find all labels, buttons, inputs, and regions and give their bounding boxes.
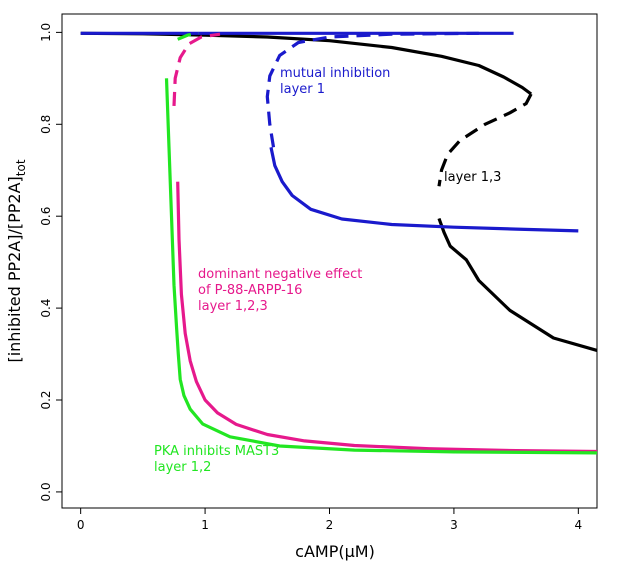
x-tick-label: 0 bbox=[77, 518, 85, 532]
y-axis-title: [inhibited PP2A]/[PP2A]tot bbox=[5, 159, 28, 362]
annotation-green: layer 1,2 bbox=[154, 460, 211, 475]
x-tick-label: 4 bbox=[575, 518, 583, 532]
series-line bbox=[176, 181, 597, 454]
y-tick-label: 0.6 bbox=[39, 207, 53, 226]
x-tick-label: 1 bbox=[201, 518, 209, 532]
x-tick-label: 2 bbox=[326, 518, 334, 532]
series-line bbox=[269, 146, 579, 233]
annotation-magenta: dominant negative effect bbox=[198, 267, 362, 282]
y-tick-label: 0.0 bbox=[39, 482, 53, 501]
y-axis-title-main: [inhibited PP2A]/[PP2A] bbox=[5, 176, 24, 362]
plot-frame bbox=[61, 13, 598, 509]
annotation-magenta: layer 1,2,3 bbox=[198, 299, 268, 314]
y-tick-label: 0.4 bbox=[39, 299, 53, 318]
annotation-magenta: of P-88-ARPP-16 bbox=[198, 283, 302, 298]
x-axis-title: cAMP(μM) bbox=[295, 542, 375, 561]
annotation-green: PKA inhibits MAST3 bbox=[154, 444, 279, 459]
series-line bbox=[177, 31, 200, 41]
y-axis-title-subscript: tot bbox=[14, 159, 28, 176]
y-axis: 0.0 0.2 0.4 0.6 0.8 1.0 bbox=[39, 23, 62, 501]
x-axis: 0 1 2 3 4 bbox=[77, 508, 582, 532]
x-tick-label: 3 bbox=[450, 518, 458, 532]
annotation-blue: layer 1 bbox=[280, 82, 325, 97]
series-line bbox=[437, 93, 533, 187]
series-line bbox=[172, 32, 221, 106]
series-line bbox=[437, 217, 597, 352]
annotation-blue: mutual inhibition bbox=[280, 66, 390, 81]
series-line bbox=[265, 31, 479, 148]
annotation-black: layer 1,3 bbox=[444, 170, 501, 185]
y-tick-label: 1.0 bbox=[39, 23, 53, 42]
series-line bbox=[164, 78, 597, 455]
y-tick-label: 0.2 bbox=[39, 390, 53, 409]
y-tick-label: 0.8 bbox=[39, 115, 53, 134]
series-layer bbox=[80, 31, 597, 455]
